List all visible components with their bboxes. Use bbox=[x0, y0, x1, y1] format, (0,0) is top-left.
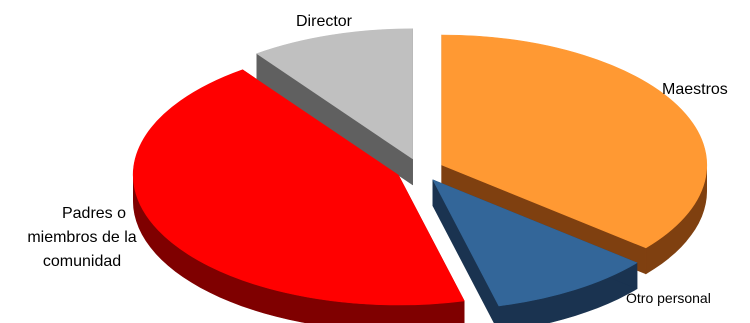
slice-label-director: Director bbox=[296, 13, 353, 30]
slice-otro-personal bbox=[432, 179, 638, 307]
slice-maestros bbox=[441, 34, 708, 249]
slice-label-maestros: Maestros bbox=[662, 81, 728, 98]
slice-label-otro-personal: Otro personal bbox=[626, 290, 711, 306]
slice-label-padres-line-2: miembros de la bbox=[27, 229, 136, 246]
pie-labels: Maestros Otro personal Padres o miembros… bbox=[27, 13, 727, 306]
slice-label-padres-line-1: Padres o bbox=[62, 205, 126, 222]
slice-label-padres-line-3: comunidad bbox=[43, 253, 121, 270]
slice-padres-o-miembros-de-la-comunidad bbox=[132, 69, 465, 306]
pie-tops bbox=[132, 28, 708, 307]
slice-director bbox=[256, 28, 413, 160]
